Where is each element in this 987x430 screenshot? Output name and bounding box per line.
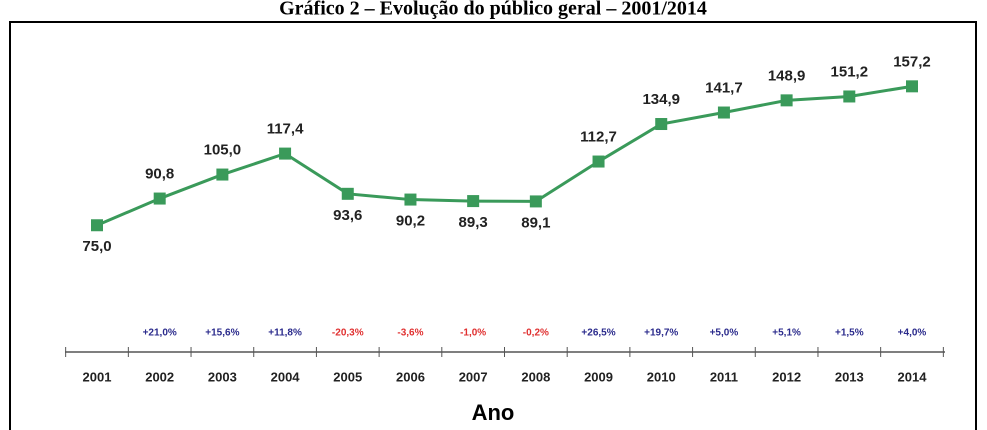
x-tick-label: 2010 bbox=[647, 369, 676, 384]
x-tick-label: 2008 bbox=[521, 369, 550, 384]
x-tick-label: 2005 bbox=[333, 369, 362, 384]
x-tick-label: 2001 bbox=[83, 369, 112, 384]
change-label: +1,5% bbox=[835, 328, 864, 339]
change-label: +19,7% bbox=[644, 328, 678, 339]
value-label: 151,2 bbox=[831, 63, 869, 80]
value-label: 141,7 bbox=[705, 79, 743, 96]
change-label: +21,0% bbox=[143, 328, 177, 339]
x-tick-label: 2014 bbox=[898, 369, 928, 384]
value-label: 105,0 bbox=[204, 142, 242, 159]
change-label: +15,6% bbox=[205, 328, 239, 339]
x-tick-label: 2011 bbox=[710, 369, 738, 384]
x-tick-label: 2007 bbox=[459, 369, 488, 384]
change-label: +5,1% bbox=[772, 328, 801, 339]
change-label: -1,0% bbox=[460, 328, 486, 339]
value-label: 148,9 bbox=[768, 67, 806, 84]
value-label: 75,0 bbox=[82, 238, 111, 255]
value-label: 93,6 bbox=[333, 207, 362, 224]
x-tick-label: 2003 bbox=[208, 369, 237, 384]
value-label: 89,1 bbox=[521, 214, 550, 231]
change-label: -20,3% bbox=[332, 328, 364, 339]
x-tick-label: 2006 bbox=[396, 369, 425, 384]
x-axis-label: Ano bbox=[472, 400, 515, 425]
marker bbox=[717, 106, 730, 119]
marker bbox=[467, 195, 480, 208]
marker bbox=[906, 80, 918, 93]
marker bbox=[341, 187, 354, 200]
marker bbox=[780, 94, 793, 107]
x-tick-label: 2009 bbox=[584, 369, 613, 384]
marker bbox=[529, 195, 542, 208]
chart-title: Gráfico 2 – Evolução do público geral – … bbox=[279, 0, 707, 20]
value-label: 90,2 bbox=[396, 213, 425, 230]
change-label: -0,2% bbox=[523, 328, 549, 339]
x-tick-label: 2013 bbox=[835, 369, 864, 384]
value-label: 134,9 bbox=[642, 91, 680, 108]
marker bbox=[153, 192, 166, 205]
value-label: 90,8 bbox=[145, 166, 174, 183]
value-label: 117,4 bbox=[267, 121, 304, 138]
value-label: 89,3 bbox=[459, 214, 488, 231]
marker bbox=[843, 90, 856, 103]
chart-frame bbox=[9, 21, 977, 430]
value-label: 157,2 bbox=[893, 53, 931, 70]
marker bbox=[279, 147, 292, 160]
x-tick-label: 2012 bbox=[772, 369, 801, 384]
change-label: +4,0% bbox=[898, 328, 927, 339]
marker bbox=[216, 168, 229, 181]
change-label: +5,0% bbox=[710, 328, 739, 339]
change-label: +26,5% bbox=[581, 328, 615, 339]
value-label: 112,7 bbox=[580, 129, 617, 146]
x-tick-label: 2002 bbox=[145, 369, 174, 384]
marker bbox=[404, 193, 417, 206]
marker bbox=[91, 219, 103, 232]
change-label: +11,8% bbox=[268, 328, 302, 339]
marker bbox=[592, 155, 605, 168]
x-tick-label: 2004 bbox=[271, 369, 301, 384]
marker bbox=[655, 118, 668, 131]
line bbox=[96, 84, 913, 227]
change-label: -3,6% bbox=[397, 328, 423, 339]
